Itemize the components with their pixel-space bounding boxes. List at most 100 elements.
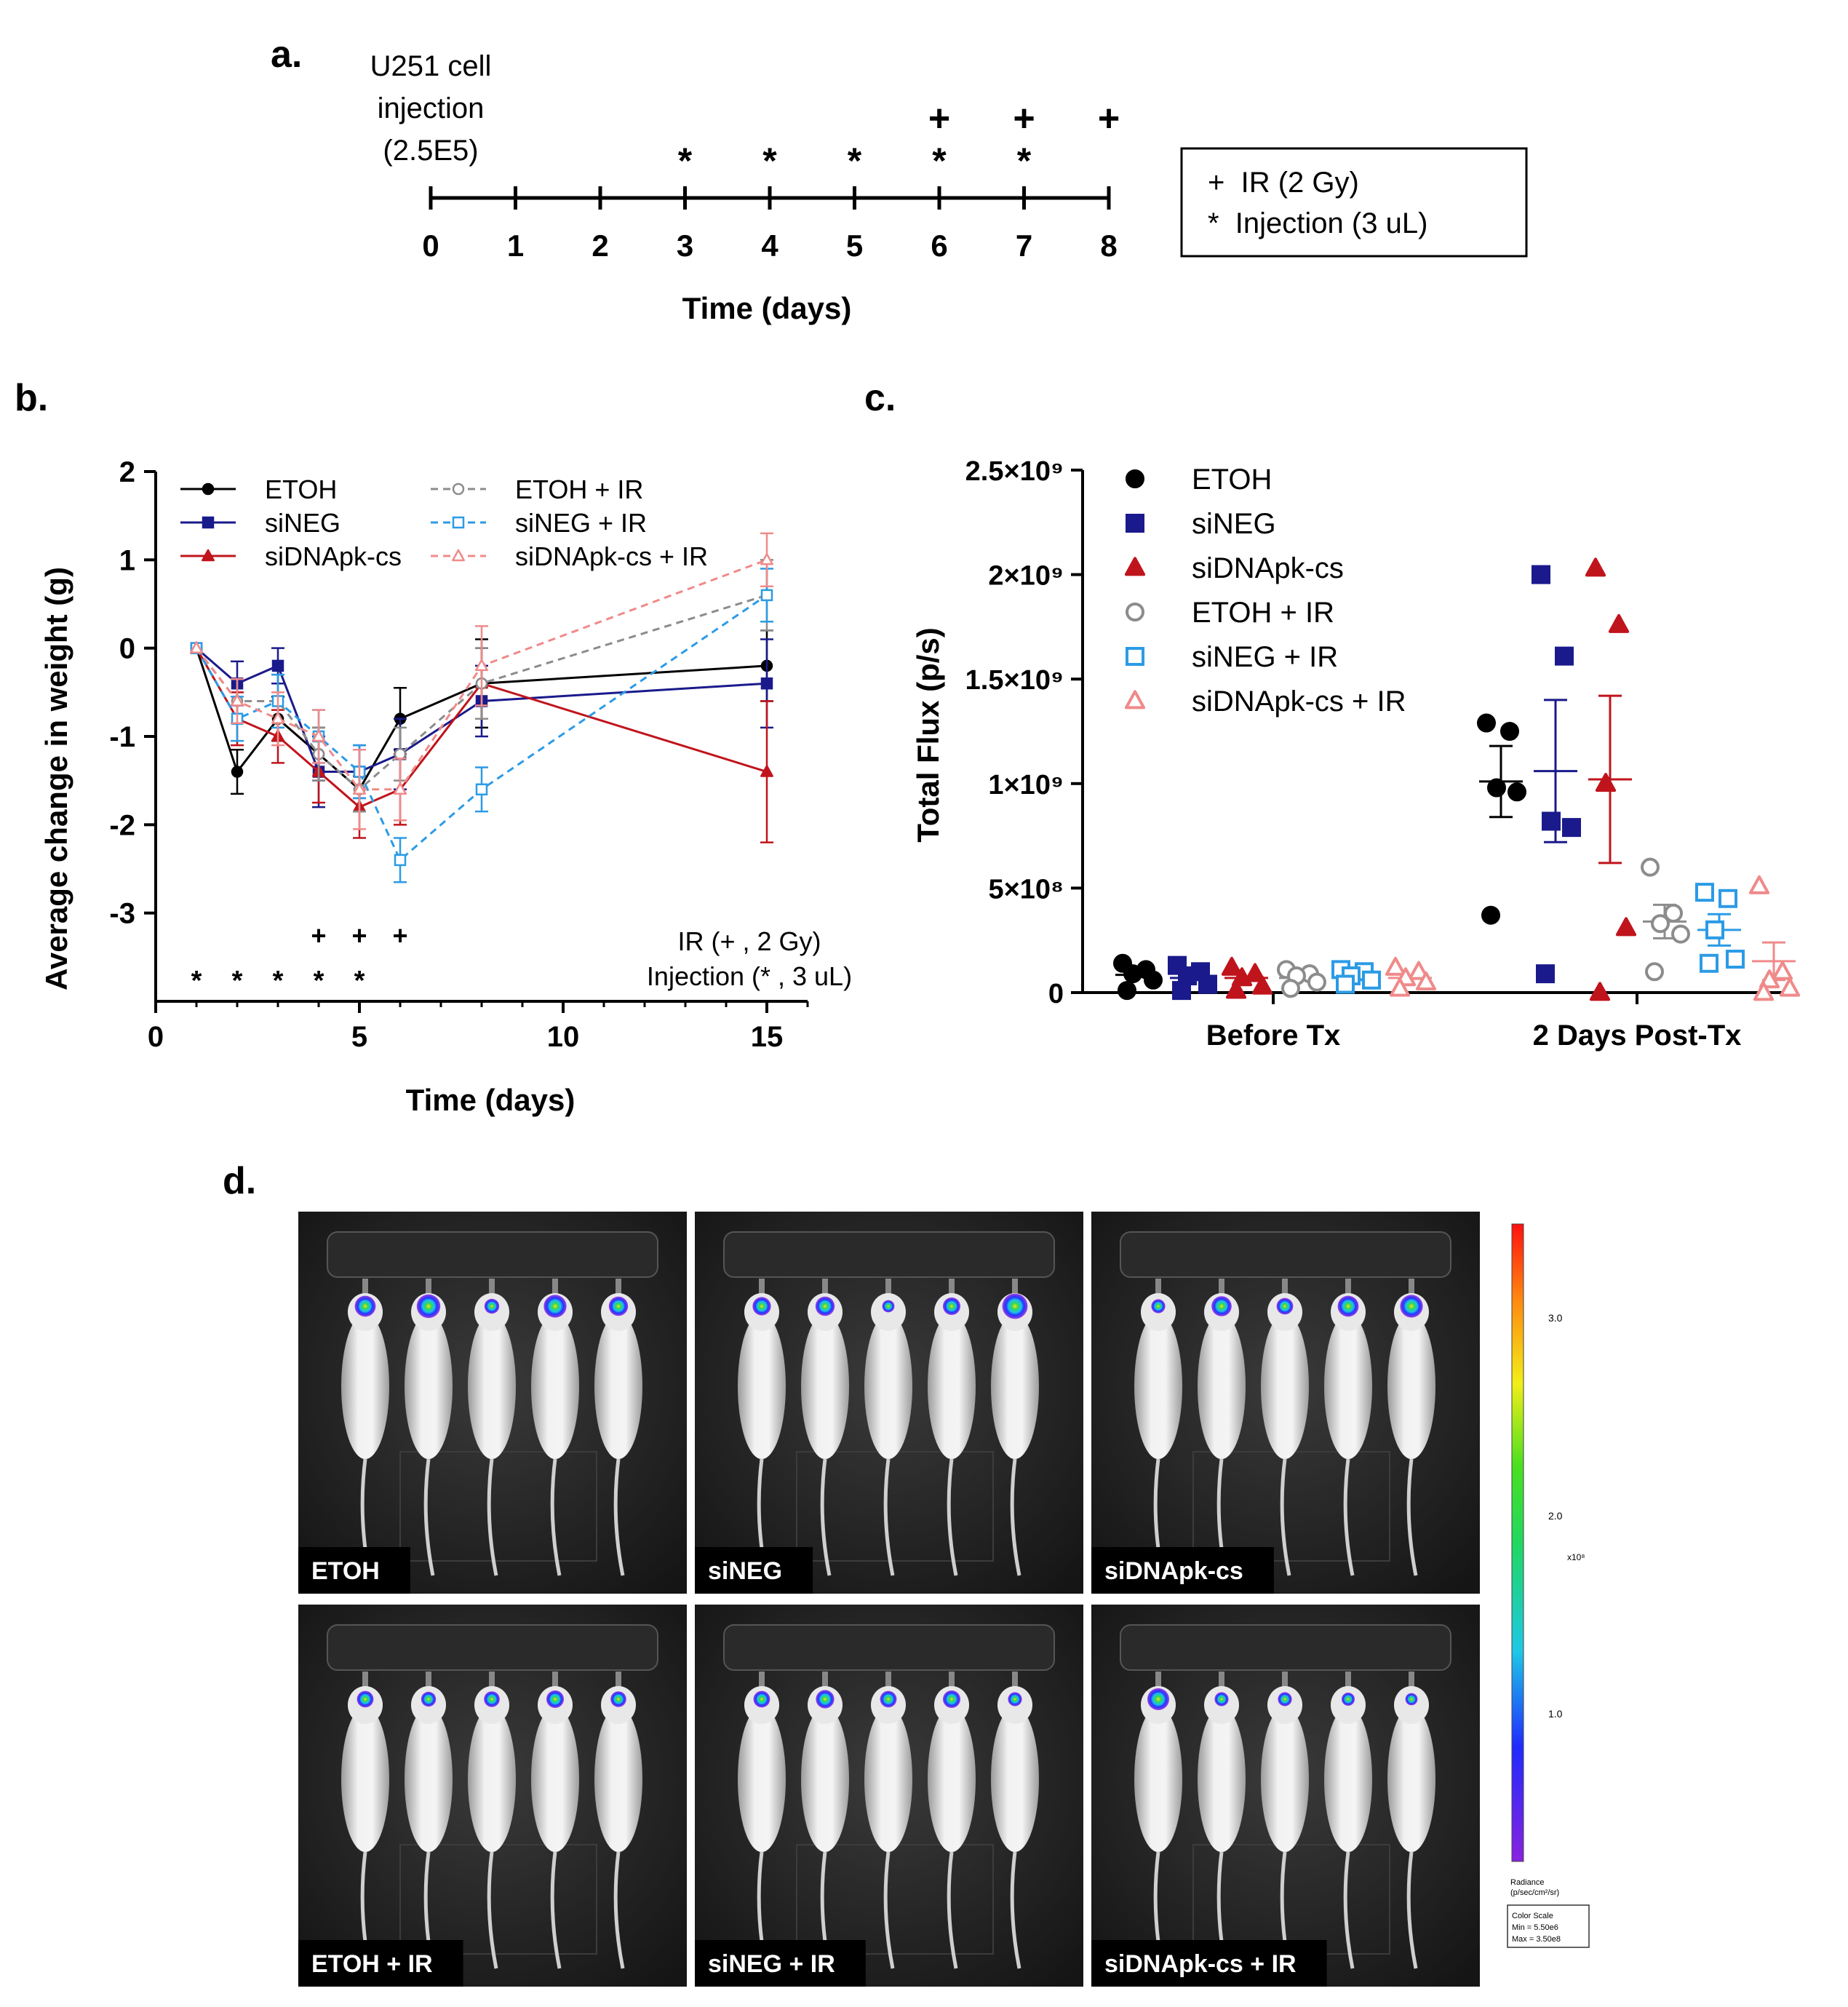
tumor-signal-1-1 bbox=[815, 1296, 835, 1316]
tumor-signal-1-2 bbox=[882, 1300, 895, 1313]
weight-point-5-7 bbox=[760, 553, 773, 565]
mouse-tail-4-4 bbox=[1010, 1851, 1021, 1969]
timeline-tick-label-6: 6 bbox=[931, 228, 947, 263]
weight-chart-axes: -3 -2 -1 0 1 2 0 5 10 15 bbox=[109, 456, 809, 1053]
flux-point-3-after-0 bbox=[1641, 857, 1660, 877]
mouse-nose-cone-4-0 bbox=[759, 1672, 765, 1690]
flux-y-tick-label-2: 1×10⁹ bbox=[988, 770, 1064, 800]
timeline-legend-box: + IR (2 Gy) * Injection (3 uL) bbox=[1180, 147, 1528, 258]
weight-y-tick-label-0: 0 bbox=[119, 633, 135, 665]
flux-point-2-after-3 bbox=[1615, 917, 1637, 937]
mouse-body-1-2 bbox=[864, 1314, 912, 1459]
tumor-signal-1-0 bbox=[752, 1297, 771, 1316]
mouse-tail-0-3 bbox=[550, 1458, 562, 1576]
radiance-unit: (p/sec/cm²/sr) bbox=[1510, 1888, 1559, 1897]
mouse-nose-cone-3-3 bbox=[552, 1672, 558, 1690]
imaging-tile-4: siNEG + IR bbox=[695, 1605, 1083, 1987]
weight-point-5-4 bbox=[353, 782, 366, 795]
flux-chart-axes: 0 5×10⁸ 1×10⁹ 1.5×10⁹ 2×10⁹ 2.5×10⁹ Before Tx 2… bbox=[965, 456, 1784, 1052]
tumor-signal-2-4 bbox=[1400, 1295, 1423, 1318]
mouse-body-0-2 bbox=[468, 1314, 516, 1459]
flux-point-1-after-0 bbox=[1532, 565, 1550, 584]
flux-point-5-before-0 bbox=[1385, 956, 1406, 976]
flux-point-3-before-4 bbox=[1281, 979, 1300, 998]
tumor-signal-0-0 bbox=[354, 1295, 376, 1317]
mouse-tail-2-2 bbox=[1280, 1458, 1291, 1576]
start-note-line-3: (2.5E5) bbox=[383, 135, 478, 167]
mouse-body-4-2 bbox=[864, 1706, 912, 1852]
imaging-holder-2 bbox=[1120, 1231, 1451, 1278]
timeline-ir-mark-6: + bbox=[928, 98, 950, 140]
mouse-tail-1-1 bbox=[820, 1458, 832, 1576]
flux-point-0-after-0 bbox=[1477, 713, 1496, 733]
weight-y-tick-label--2: -2 bbox=[109, 809, 135, 841]
imaging-label-2: siDNApk-cs bbox=[1104, 1557, 1243, 1585]
mouse-body-1-3 bbox=[928, 1314, 976, 1459]
mouse-body-2-2 bbox=[1261, 1314, 1309, 1459]
mouse-nose-cone-5-4 bbox=[1409, 1672, 1414, 1690]
mouse-nose-cone-2-4 bbox=[1409, 1279, 1414, 1297]
weight-legend-marker-4 bbox=[452, 516, 465, 529]
mouse-body-4-0 bbox=[738, 1706, 786, 1852]
weight-legend-marker-1 bbox=[202, 516, 215, 529]
flux-point-0-after-3 bbox=[1508, 782, 1526, 802]
timeline-injection-mark-6: * bbox=[932, 140, 947, 181]
mouse-tail-0-2 bbox=[487, 1458, 498, 1576]
flux-y-tick-label-0: 0 bbox=[1048, 979, 1064, 1009]
timeline-ir-mark-8: + bbox=[1098, 98, 1120, 140]
flux-point-3-after-1 bbox=[1664, 903, 1683, 923]
weight-injection-mark-4: * bbox=[314, 966, 324, 996]
flux-point-2-after-0 bbox=[1585, 557, 1606, 577]
flux-point-1-after-2 bbox=[1542, 811, 1561, 831]
flux-legend-marker-1 bbox=[1126, 514, 1144, 533]
tumor-signal-4-0 bbox=[753, 1690, 770, 1708]
mouse-tail-1-4 bbox=[1010, 1458, 1021, 1576]
flux-y-tick-label-3: 1.5×10⁹ bbox=[965, 665, 1064, 696]
imaging-holder-4 bbox=[723, 1624, 1055, 1671]
flux-point-2-before-1 bbox=[1244, 963, 1266, 982]
mouse-nose-cone-4-3 bbox=[949, 1672, 955, 1690]
flux-point-3-after-4 bbox=[1645, 962, 1664, 982]
mouse-body-4-3 bbox=[928, 1706, 976, 1852]
color-scale-tick-1: 1.0 bbox=[1548, 1708, 1563, 1720]
timeline-panel: U251 cell injection (2.5E5) 0 1 2 3 4 5 6 7 8 * * *… bbox=[370, 50, 1528, 325]
mouse-nose-cone-3-2 bbox=[489, 1672, 495, 1690]
weight-point-5-0 bbox=[190, 641, 203, 653]
tumor-signal-5-1 bbox=[1214, 1692, 1229, 1706]
flux-point-5-after-0 bbox=[1748, 875, 1770, 894]
weight-point-5-3 bbox=[312, 729, 325, 742]
weight-series-line-2 bbox=[195, 647, 768, 808]
mouse-body-4-1 bbox=[801, 1706, 849, 1852]
flux-point-2-before-2 bbox=[1231, 967, 1253, 987]
flux-legend-label-1: siNEG bbox=[1192, 508, 1276, 540]
tumor-signal-3-1 bbox=[421, 1691, 437, 1707]
weight-point-4-5 bbox=[394, 854, 407, 867]
timeline-tick-label-8: 8 bbox=[1100, 228, 1117, 263]
flux-point-4-after-0 bbox=[1695, 883, 1714, 902]
weight-point-2-7 bbox=[760, 765, 773, 777]
flux-point-4-before-4 bbox=[1336, 974, 1355, 994]
weight-ir-mark-4: + bbox=[311, 921, 326, 950]
weight-injection-mark-3: * bbox=[273, 966, 284, 996]
timeline-legend-ir: + IR (2 Gy) bbox=[1208, 167, 1359, 199]
flux-point-0-before-2 bbox=[1123, 964, 1142, 984]
weight-series-line-5 bbox=[195, 558, 768, 791]
mouse-body-5-0 bbox=[1134, 1706, 1182, 1852]
mouse-nose-cone-2-1 bbox=[1219, 1279, 1224, 1297]
mouse-nose-cone-2-3 bbox=[1345, 1279, 1351, 1297]
weight-legend-label-3: ETOH + IR bbox=[515, 474, 643, 504]
imaging-label-5: siDNApk-cs + IR bbox=[1104, 1950, 1297, 1978]
timeline-xlabel: Time (days) bbox=[682, 291, 852, 325]
flux-point-3-after-2 bbox=[1651, 914, 1670, 934]
mouse-body-0-4 bbox=[594, 1314, 642, 1459]
flux-y-tick-label-5: 2.5×10⁹ bbox=[965, 456, 1064, 487]
flux-point-1-before-3 bbox=[1198, 974, 1217, 994]
imaging-label-bg-2 bbox=[1091, 1547, 1274, 1594]
flux-point-1-after-1 bbox=[1555, 646, 1574, 666]
mouse-nose-cone-0-0 bbox=[362, 1279, 368, 1297]
mouse-body-0-0 bbox=[341, 1314, 389, 1459]
weight-legend-label-5: siDNApk-cs + IR bbox=[515, 541, 708, 571]
imaging-holder-3 bbox=[327, 1624, 658, 1671]
start-note-line-1: U251 cell bbox=[370, 50, 492, 82]
flux-legend-label-0: ETOH bbox=[1192, 464, 1272, 496]
